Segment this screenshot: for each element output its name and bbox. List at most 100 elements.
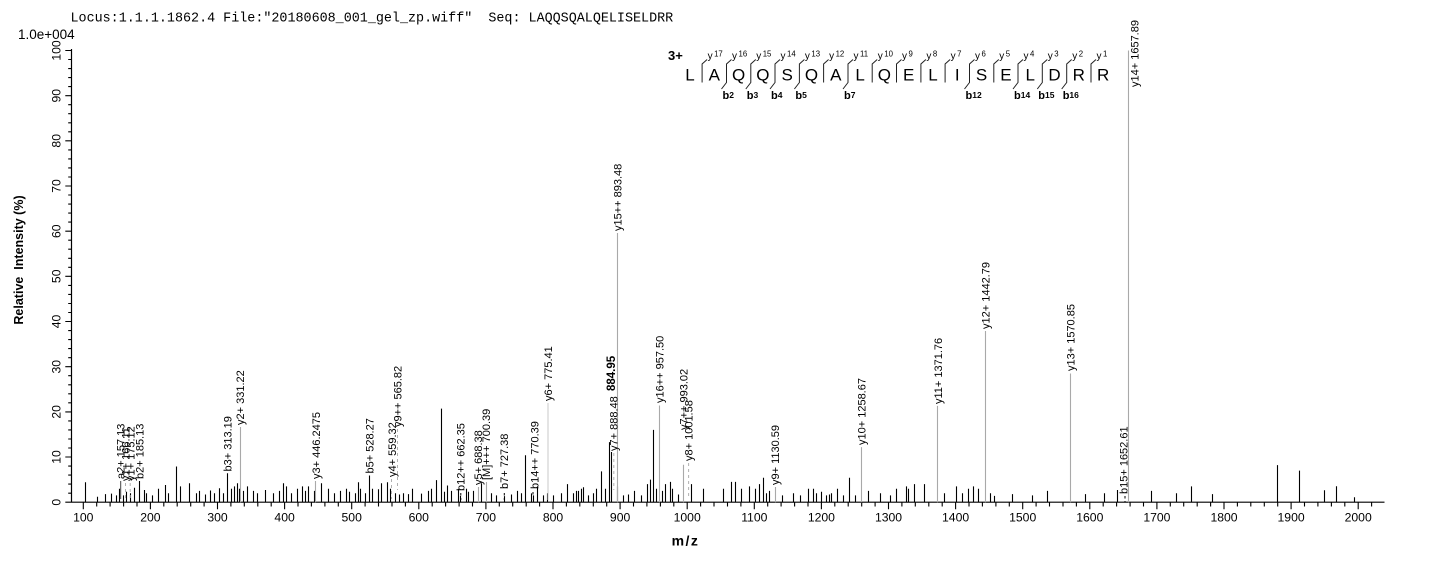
svg-text:500: 500 xyxy=(342,511,363,525)
svg-text:y10+ 1258.67: y10+ 1258.67 xyxy=(856,378,868,445)
svg-text:b12++ 662.35: b12++ 662.35 xyxy=(455,423,467,491)
svg-text:a2+ 157.13: a2+ 157.13 xyxy=(116,424,128,479)
svg-text:1500: 1500 xyxy=(1009,511,1036,525)
svg-text:1400: 1400 xyxy=(942,511,969,525)
svg-text:y2: y2 xyxy=(1072,50,1083,63)
svg-text:1900: 1900 xyxy=(1278,511,1305,525)
svg-text:I: I xyxy=(955,66,960,85)
svg-text:10: 10 xyxy=(50,450,64,464)
svg-text:y10: y 10 xyxy=(878,50,894,63)
svg-text:y5: y5 xyxy=(999,50,1011,63)
svg-text:y1+ 166.11: y1+ 166.11 xyxy=(120,427,132,481)
svg-text:S: S xyxy=(976,66,987,85)
svg-text:1300: 1300 xyxy=(875,511,902,525)
svg-text:Q: Q xyxy=(878,66,891,85)
svg-text:m/z: m/z xyxy=(672,533,700,549)
svg-text:y15++ 893.48: y15++ 893.48 xyxy=(613,164,625,231)
svg-text:y6+ 775.41: y6+ 775.41 xyxy=(543,346,555,401)
svg-text:90: 90 xyxy=(50,89,64,103)
svg-text:R: R xyxy=(1097,66,1109,85)
svg-text:70: 70 xyxy=(50,179,64,193)
svg-text:y7: y7 xyxy=(951,50,962,63)
svg-text:1200: 1200 xyxy=(808,511,835,525)
svg-text:S: S xyxy=(782,66,793,85)
svg-text:y11+ 1371.76: y11+ 1371.76 xyxy=(933,338,945,404)
svg-text:b15+ 1652.61: b15+ 1652.61 xyxy=(1118,426,1130,494)
svg-text:y9: y9 xyxy=(902,50,913,63)
svg-text:y9++ 565.82: y9++ 565.82 xyxy=(393,366,405,427)
svg-text:Q: Q xyxy=(756,66,769,85)
svg-text:D: D xyxy=(1048,66,1060,85)
svg-text:1700: 1700 xyxy=(1143,511,1170,525)
svg-text:y3: y3 xyxy=(1048,50,1059,63)
svg-text:100: 100 xyxy=(50,40,64,61)
svg-text:y16++ 957.50: y16++ 957.50 xyxy=(654,336,666,403)
svg-text:300: 300 xyxy=(207,511,228,525)
svg-text:b2+ 185.13: b2+ 185.13 xyxy=(134,424,146,479)
svg-text:y12+ 1442.79: y12+ 1442.79 xyxy=(981,262,993,329)
svg-text:y1: y1 xyxy=(1097,50,1108,63)
svg-text:y12: y 12 xyxy=(829,50,844,63)
svg-text:y9+ 1130.59: y9+ 1130.59 xyxy=(770,425,782,485)
svg-text:2000: 2000 xyxy=(1345,511,1372,525)
svg-text:400: 400 xyxy=(274,511,295,525)
svg-text:L: L xyxy=(855,66,864,85)
svg-text:L: L xyxy=(685,66,694,85)
svg-text:L: L xyxy=(1025,66,1034,85)
svg-text:b5+ 528.27: b5+ 528.27 xyxy=(364,418,376,473)
svg-text:y7++ 993.02: y7++ 993.02 xyxy=(678,369,690,430)
svg-text:y17: y 17 xyxy=(708,50,723,63)
svg-text:800: 800 xyxy=(543,511,564,525)
svg-text:y6: y6 xyxy=(975,50,986,63)
svg-text:E: E xyxy=(903,66,914,85)
svg-text:E: E xyxy=(1000,66,1011,85)
svg-text:A: A xyxy=(830,66,842,85)
svg-text:y7+ 888.48: y7+ 888.48 xyxy=(608,396,620,451)
svg-text:30: 30 xyxy=(50,360,64,374)
svg-text:Locus:1.1.1.1862.4 File:"20180: Locus:1.1.1.1862.4 File:"20180608_001_ge… xyxy=(71,12,674,27)
svg-text:60: 60 xyxy=(50,224,64,238)
svg-text:y13+ 1570.85: y13+ 1570.85 xyxy=(1066,304,1078,371)
svg-text:y8+ 1001.58: y8+ 1001.58 xyxy=(684,400,696,461)
svg-text:b12: b12 xyxy=(966,90,982,102)
svg-text:600: 600 xyxy=(409,511,430,525)
svg-text:1.0e+004: 1.0e+004 xyxy=(18,27,75,42)
svg-text:y3+ 446.2475: y3+ 446.2475 xyxy=(311,412,323,479)
svg-text:y4+ 559.32: y4+ 559.32 xyxy=(387,422,399,477)
svg-text:y2+ 331.22: y2+ 331.22 xyxy=(235,370,247,425)
svg-text:A: A xyxy=(709,66,721,85)
svg-text:700: 700 xyxy=(476,511,497,525)
svg-text:50: 50 xyxy=(50,269,64,283)
svg-text:b7+ 727.38: b7+ 727.38 xyxy=(499,434,511,489)
svg-text:200: 200 xyxy=(140,511,161,525)
svg-text:900: 900 xyxy=(610,511,631,525)
svg-text:20: 20 xyxy=(50,405,64,419)
svg-text:40: 40 xyxy=(50,315,64,329)
svg-text:y14+ 1657.89: y14+ 1657.89 xyxy=(1130,20,1142,87)
svg-text:R: R xyxy=(1073,66,1085,85)
svg-text:Q: Q xyxy=(732,66,745,85)
svg-text:b5: b5 xyxy=(795,90,807,102)
svg-text:y1+ 175.12: y1+ 175.12 xyxy=(125,426,137,481)
svg-text:3+: 3+ xyxy=(668,48,683,63)
svg-text:y8: y8 xyxy=(926,50,937,63)
svg-text:884.95: 884.95 xyxy=(606,355,618,391)
svg-text:[M]+++ 700.39: [M]+++ 700.39 xyxy=(481,409,493,480)
svg-text:b15: b15 xyxy=(1038,90,1054,102)
svg-text:y13: y 13 xyxy=(805,50,820,63)
svg-text:y15: y 15 xyxy=(756,50,772,63)
svg-text:Q: Q xyxy=(805,66,818,85)
svg-text:1600: 1600 xyxy=(1076,511,1103,525)
svg-text:y4: y4 xyxy=(1024,50,1036,63)
svg-text:1800: 1800 xyxy=(1210,511,1237,525)
svg-text:b14: b14 xyxy=(1014,90,1030,102)
svg-text:Relative Intensity (%): Relative Intensity (%) xyxy=(12,195,26,324)
svg-text:b2: b2 xyxy=(723,90,735,102)
svg-text:b14++ 770.39: b14++ 770.39 xyxy=(530,421,542,489)
svg-text:b7: b7 xyxy=(844,90,856,102)
svg-text:b16: b16 xyxy=(1063,90,1079,102)
svg-text:1100: 1100 xyxy=(741,511,767,525)
svg-text:y14: y 14 xyxy=(781,50,797,63)
svg-text:b3: b3 xyxy=(747,90,759,102)
svg-text:y16: y 16 xyxy=(732,50,747,63)
